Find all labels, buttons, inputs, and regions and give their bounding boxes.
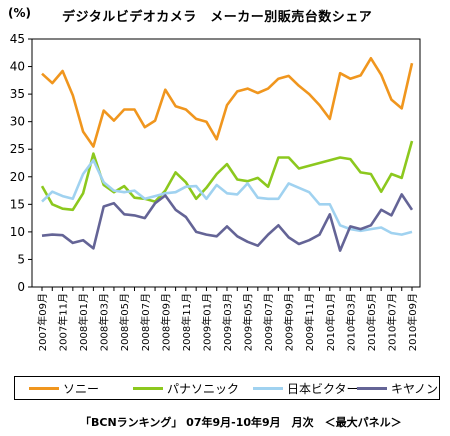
series-line-4 bbox=[41, 193, 414, 252]
legend-item-3: 日本ビクター bbox=[253, 377, 359, 399]
x-tick-label: 2008年05月 bbox=[118, 293, 131, 351]
y-tick-label: 10 bbox=[10, 225, 25, 239]
legend-label: ソニー bbox=[63, 381, 100, 396]
x-tick-label: 2009年03月 bbox=[221, 293, 234, 351]
series-line-2 bbox=[40, 140, 414, 212]
legend-label: 日本ビクター bbox=[287, 381, 359, 396]
x-tick-label: 2009年07月 bbox=[262, 293, 275, 351]
y-tick-label: 20 bbox=[10, 170, 25, 184]
x-tick-label: 2010年03月 bbox=[344, 293, 357, 351]
y-tick-label: 5 bbox=[17, 252, 25, 266]
legend-swatch bbox=[357, 386, 387, 390]
y-tick-label: 30 bbox=[10, 115, 25, 129]
legend-item-1: ソニー bbox=[29, 377, 99, 399]
x-tick-label: 2010年07月 bbox=[385, 293, 398, 351]
x-tick-label: 2008年09月 bbox=[159, 293, 172, 351]
chart-title: デジタルビデオカメラ メーカー別販売台数シェア bbox=[62, 10, 373, 25]
legend-label: パナソニック bbox=[167, 381, 240, 396]
x-tick-label: 2008年01月 bbox=[77, 293, 90, 351]
y-tick-label: 40 bbox=[10, 60, 25, 74]
series-line-1 bbox=[41, 56, 414, 148]
legend-swatch bbox=[29, 386, 59, 390]
source-footnote: 「BCNランキング」 07年9月-10年9月 月次 ＜最大パネル＞ bbox=[80, 416, 402, 429]
line-chart: 0 5 10 15 20 25 30 35 40 45 2007年09月 2007年11月 2008年0… bbox=[10, 32, 421, 351]
y-tick-label: 35 bbox=[10, 87, 25, 101]
legend-label: キヤノン bbox=[391, 381, 439, 396]
x-tick-label: 2009年01月 bbox=[200, 293, 213, 351]
y-tick-label: 45 bbox=[10, 32, 25, 46]
x-tick-label: 2009年11月 bbox=[303, 293, 316, 351]
y-unit-label: (%) bbox=[8, 6, 31, 20]
legend-swatch bbox=[253, 386, 283, 390]
x-tick-label: 2008年07月 bbox=[139, 293, 152, 351]
x-tick-label: 2010年05月 bbox=[365, 293, 378, 351]
x-tick-label: 2007年09月 bbox=[36, 293, 49, 351]
legend-swatch bbox=[133, 386, 163, 390]
x-tick-label: 2007年11月 bbox=[57, 293, 70, 351]
y-tick-label: 25 bbox=[10, 142, 25, 156]
legend: ソニー パナソニック 日本ビクター キヤノン bbox=[14, 376, 440, 400]
x-tick-label: 2010年09月 bbox=[406, 293, 419, 351]
x-tick-label: 2010年01月 bbox=[324, 293, 337, 351]
legend-item-2: パナソニック bbox=[133, 377, 239, 399]
x-tick-label: 2009年05月 bbox=[242, 293, 255, 351]
y-tick-label: 15 bbox=[10, 197, 25, 211]
y-tick-label: 0 bbox=[17, 280, 25, 294]
x-tick-label: 2008年11月 bbox=[180, 293, 193, 351]
legend-item-4: キヤノン bbox=[357, 377, 438, 399]
x-tick-label: 2008年03月 bbox=[98, 293, 111, 351]
x-tick-label: 2009年09月 bbox=[283, 293, 296, 351]
